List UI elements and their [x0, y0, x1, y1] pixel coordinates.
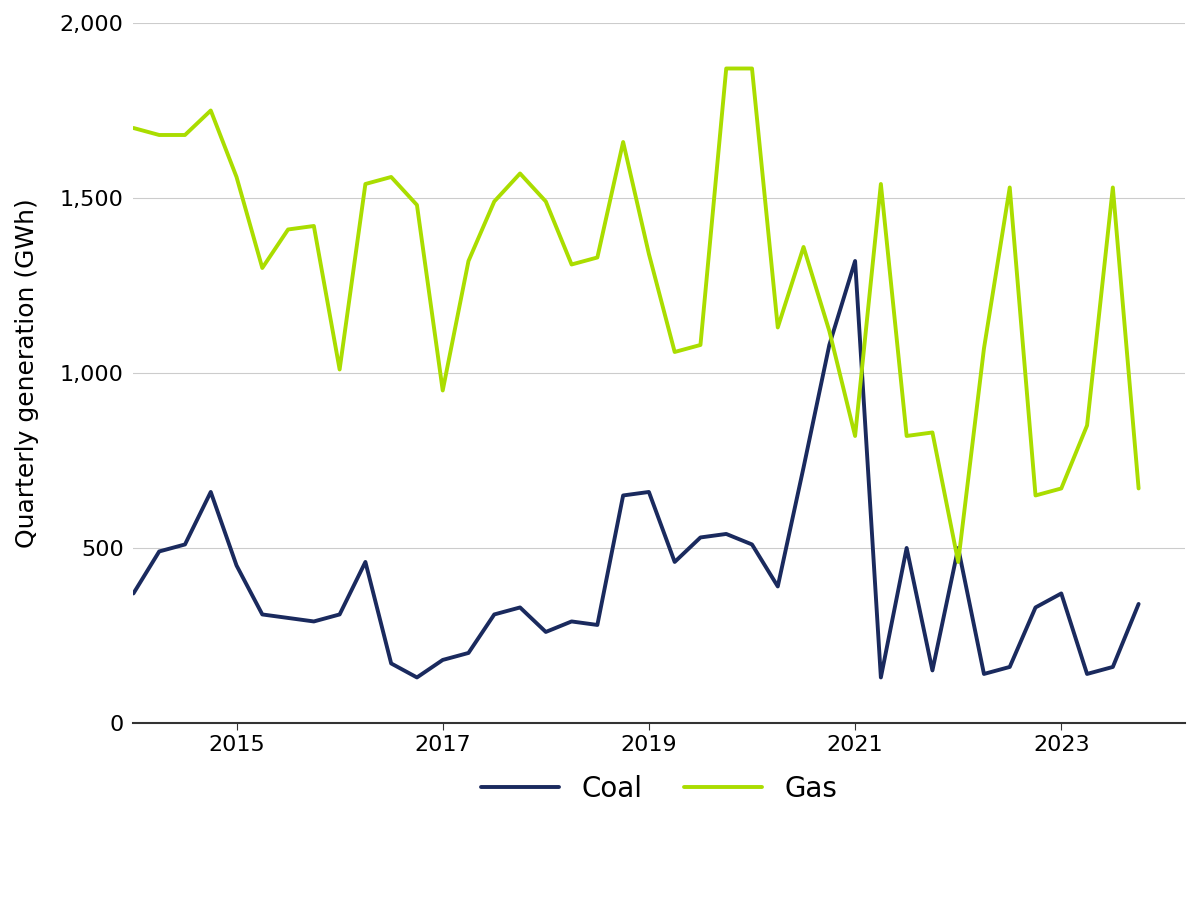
Coal — [770, 581, 785, 592]
Gas — [358, 178, 372, 189]
Gas — [1002, 182, 1016, 193]
Gas — [229, 172, 244, 183]
Gas — [642, 248, 656, 259]
Coal — [822, 339, 836, 350]
Gas — [204, 105, 218, 116]
Gas — [1105, 182, 1120, 193]
Coal — [925, 665, 940, 676]
Coal — [1054, 588, 1068, 598]
Gas — [152, 130, 167, 140]
Gas — [281, 224, 295, 235]
Gas — [745, 63, 760, 74]
Gas — [719, 63, 733, 74]
Coal — [461, 647, 475, 658]
Coal — [409, 672, 424, 683]
Coal — [332, 609, 347, 620]
Gas — [487, 196, 502, 207]
Coal — [874, 672, 888, 683]
Coal — [694, 532, 708, 543]
Coal — [950, 543, 965, 553]
Coal — [667, 556, 682, 567]
Gas — [977, 343, 991, 354]
Gas — [126, 122, 140, 133]
Gas — [384, 172, 398, 183]
Gas — [178, 130, 192, 140]
Coal — [307, 616, 322, 626]
Gas — [539, 196, 553, 207]
Coal — [642, 487, 656, 498]
Gas — [797, 241, 811, 252]
Gas — [1028, 491, 1043, 501]
Coal — [797, 462, 811, 472]
Coal — [1002, 662, 1016, 672]
Coal — [539, 626, 553, 637]
Gas — [694, 339, 708, 350]
Coal — [590, 619, 605, 630]
Gas — [512, 168, 527, 179]
Coal — [848, 256, 863, 266]
Line: Coal: Coal — [133, 261, 1139, 678]
Gas — [590, 252, 605, 263]
Coal — [358, 556, 372, 567]
Gas — [332, 364, 347, 375]
Coal — [512, 602, 527, 613]
Coal — [745, 539, 760, 550]
Coal — [900, 543, 914, 553]
Gas — [950, 556, 965, 567]
Coal — [1132, 598, 1146, 609]
Gas — [436, 385, 450, 396]
Gas — [822, 326, 836, 337]
Coal — [281, 613, 295, 624]
Gas — [874, 178, 888, 189]
Coal — [616, 491, 630, 501]
Coal — [1105, 662, 1120, 672]
Y-axis label: Quarterly generation (GWh): Quarterly generation (GWh) — [16, 198, 40, 548]
Coal — [126, 588, 140, 598]
Gas — [1080, 420, 1094, 431]
Gas — [564, 259, 578, 270]
Gas — [307, 220, 322, 231]
Gas — [461, 256, 475, 266]
Gas — [1132, 483, 1146, 494]
Gas — [409, 200, 424, 211]
Gas — [667, 346, 682, 357]
Gas — [925, 428, 940, 438]
Gas — [900, 430, 914, 441]
Gas — [770, 322, 785, 333]
Legend: Coal, Gas: Coal, Gas — [470, 764, 848, 814]
Coal — [977, 669, 991, 680]
Coal — [204, 487, 218, 498]
Gas — [848, 430, 863, 441]
Coal — [436, 654, 450, 665]
Gas — [256, 263, 270, 274]
Gas — [616, 137, 630, 148]
Coal — [229, 560, 244, 571]
Coal — [1080, 669, 1094, 680]
Coal — [256, 609, 270, 620]
Coal — [487, 609, 502, 620]
Coal — [384, 658, 398, 669]
Line: Gas: Gas — [133, 68, 1139, 562]
Coal — [178, 539, 192, 550]
Coal — [719, 528, 733, 539]
Coal — [1028, 602, 1043, 613]
Gas — [1054, 483, 1068, 494]
Coal — [564, 616, 578, 626]
Coal — [152, 546, 167, 557]
